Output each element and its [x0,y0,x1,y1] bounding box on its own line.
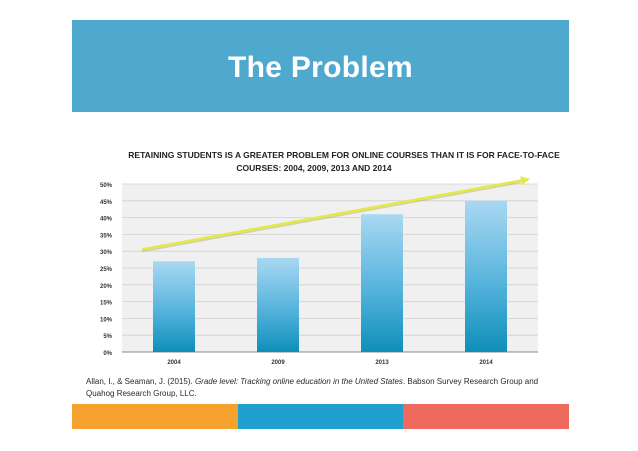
y-tick-label: 50% [100,183,113,189]
y-tick-label: 40% [100,217,113,223]
x-tick-label: 2013 [375,360,389,366]
x-tick-label: 2004 [167,360,181,366]
chart-title: Retaining students is a greater problem … [128,150,560,160]
trend-arrow-line [141,179,522,251]
footer-segment-blue [237,404,404,429]
x-tick-label: 2009 [271,360,285,366]
y-tick-label: 45% [100,200,113,206]
bar-2004 [153,261,195,352]
y-tick-label: 15% [100,301,113,307]
y-tick-label: 20% [100,284,113,290]
title-band: The Problem [72,20,569,112]
bar-2014 [465,200,507,352]
bar-2009 [257,257,299,352]
citation: Allan, I., & Seaman, J. (2015). Grade le… [86,376,541,399]
y-tick-label: 30% [100,250,113,256]
footer-segment-coral [403,404,570,429]
y-tick-label: 10% [100,317,113,323]
slide-title: The Problem [228,51,413,84]
citation-publisher: . Babson Survey Research Group and Quaho… [86,377,539,398]
y-tick-label: 5% [103,334,112,340]
citation-authors: Allan, I., & Seaman, J. (2015). [86,377,195,386]
footer-segment-orange [72,404,238,429]
citation-work-title: Grade level: Tracking online education i… [194,377,403,386]
chart-subtitle: courses: 2004, 2009, 2013 and 2014 [236,163,391,173]
footer-color-bar [72,404,570,429]
y-tick-label: 35% [100,233,113,239]
x-tick-label: 2014 [479,360,493,366]
y-tick-label: 25% [100,267,113,273]
trend-arrow-head [520,176,530,185]
bar-2013 [361,214,403,352]
y-tick-label: 0% [103,351,112,357]
